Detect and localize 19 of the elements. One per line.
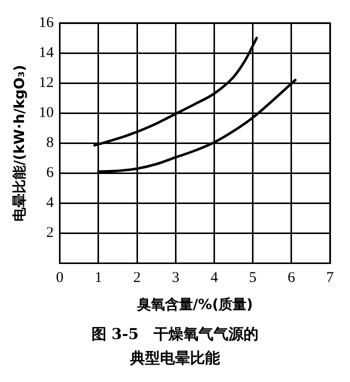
y-tick-label: 12 xyxy=(38,74,54,91)
y-tick-label: 6 xyxy=(46,165,54,182)
y-tick-label: 8 xyxy=(46,135,54,152)
x-axis-title: 臭氧含量/%(质量) xyxy=(136,296,253,314)
x-tick-label: 0 xyxy=(56,270,64,286)
x-tick-label: 3 xyxy=(172,270,180,286)
text: 图 3-5 干燥氧气气源的典型电晕比能 xyxy=(90,324,260,369)
x-tick-label: 7 xyxy=(326,270,334,286)
y-tick-label: 4 xyxy=(46,195,54,212)
y-tick-label: 2 xyxy=(46,225,54,242)
y-tick-label: 16 xyxy=(38,14,54,31)
y-axis-title: 电晕比能/(kW·h/kgO₃) xyxy=(12,64,28,222)
y-tick-label: 14 xyxy=(38,44,54,61)
y-tick-label: 10 xyxy=(38,105,54,122)
x-tick-label: 1 xyxy=(94,270,102,286)
x-tick-label: 2 xyxy=(133,270,141,286)
x-tick-label: 6 xyxy=(288,270,296,286)
x-tick-label: 5 xyxy=(249,270,257,286)
x-tick-label: 4 xyxy=(210,270,218,286)
